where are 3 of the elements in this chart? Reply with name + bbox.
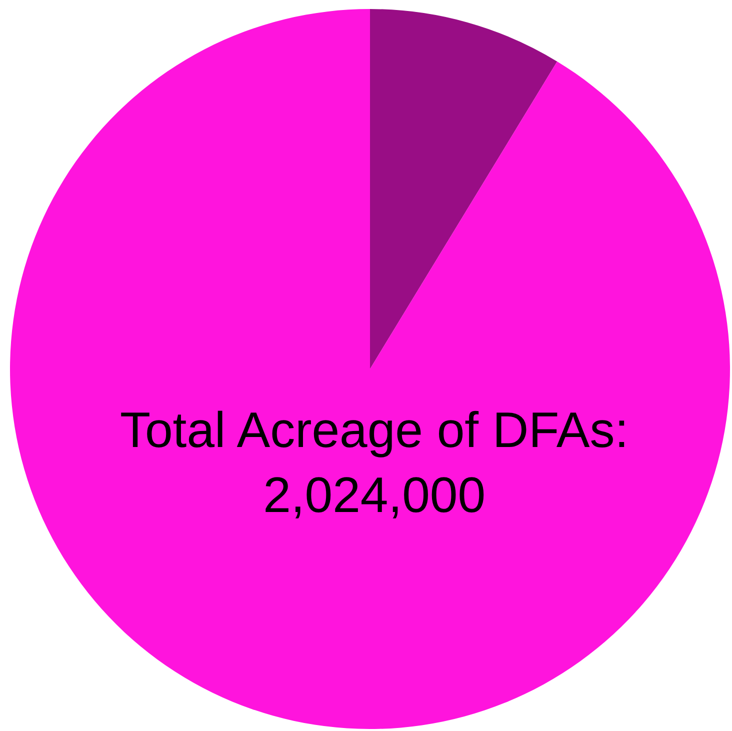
slice-label: Total Acreage of DFAs: 2,024,000 — [120, 402, 629, 523]
pie-slice — [10, 9, 730, 729]
pie-slice — [370, 9, 558, 369]
